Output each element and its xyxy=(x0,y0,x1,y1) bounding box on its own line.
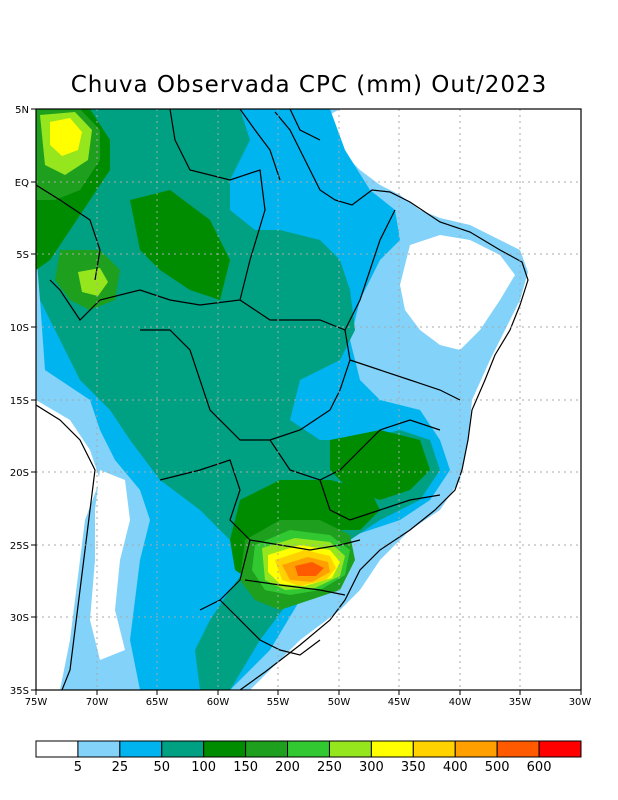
green-east xyxy=(330,430,430,500)
lon-label: 50W xyxy=(328,697,351,708)
lon-label: 30W xyxy=(569,697,592,708)
colorbar-label: 5 xyxy=(74,760,82,775)
lon-label: 55W xyxy=(267,697,290,708)
dry-chile xyxy=(90,470,130,660)
colorbar-label: 350 xyxy=(401,760,426,775)
bolivia-paraguay xyxy=(159,459,251,611)
colorbar-swatch xyxy=(203,740,247,758)
lat-label: 25S xyxy=(10,541,29,552)
peru-ecuador xyxy=(36,184,101,281)
colorbar-label: 200 xyxy=(275,760,300,775)
lat-label: 5N xyxy=(15,105,29,116)
colorbar-swatch xyxy=(538,740,582,758)
brazil-south-states xyxy=(244,539,361,596)
colorbar-label: 300 xyxy=(359,760,384,775)
colorbar-label: 100 xyxy=(191,760,216,775)
brazil-interior-1 xyxy=(140,299,351,441)
country-borders xyxy=(36,109,529,690)
lon-label: 75W xyxy=(25,697,48,708)
colorbar-swatch xyxy=(412,740,456,758)
lat-label: 15S xyxy=(10,396,29,407)
grid xyxy=(36,109,581,690)
lat-label: EQ xyxy=(15,178,29,189)
lat-label: 10S xyxy=(10,323,29,334)
lon-label: 70W xyxy=(86,697,109,708)
lat-label: 35S xyxy=(10,686,29,697)
lat-labels: 5N EQ 5S 10S 15S 20S 25S 30S 35S xyxy=(10,105,29,697)
ticks xyxy=(31,108,582,695)
lat-label: 5S xyxy=(16,250,29,261)
colorbar: 5 25 50 100 150 200 250 300 350 400 500 600 xyxy=(35,740,582,775)
lon-label: 40W xyxy=(449,697,472,708)
ygreen-amazon xyxy=(78,268,108,296)
yellow-west xyxy=(50,118,82,156)
colorbar-swatch xyxy=(119,740,163,758)
map-title: Chuva Observada CPC (mm) Out/2023 xyxy=(70,72,548,98)
lon-label: 65W xyxy=(146,697,169,708)
colorbar-swatch xyxy=(161,740,205,758)
colorbar-swatch xyxy=(370,740,414,758)
lon-label: 35W xyxy=(509,697,532,708)
lon-label: 45W xyxy=(388,697,411,708)
lon-labels: 75W 70W 65W 60W 55W 50W 45W 40W 35W 30W xyxy=(25,697,592,708)
colorbar-swatch xyxy=(496,740,540,758)
colorbar-label: 250 xyxy=(317,760,342,775)
colorbar-swatch xyxy=(245,740,289,758)
lat-label: 30S xyxy=(10,613,29,624)
colorbar-swatch xyxy=(454,740,498,758)
colorbar-swatch xyxy=(77,740,121,758)
dry-northeast xyxy=(400,235,515,350)
argentina-uruguay xyxy=(219,599,321,656)
guianas xyxy=(239,109,321,181)
colorbar-swatch xyxy=(35,740,79,758)
south-america-coast xyxy=(36,111,529,690)
colorbar-label: 600 xyxy=(527,760,552,775)
colorbar-swatch xyxy=(328,740,372,758)
colorbar-label: 400 xyxy=(443,760,468,775)
colorbar-label: 25 xyxy=(112,760,129,775)
colorbar-label: 150 xyxy=(233,760,258,775)
dorange-south xyxy=(295,562,324,576)
colorbar-label: 500 xyxy=(485,760,510,775)
colorbar-swatch xyxy=(287,740,330,758)
green-central xyxy=(130,190,230,300)
brazil-interior-2 xyxy=(344,209,461,401)
lon-label: 60W xyxy=(207,697,230,708)
colorbar-label: 50 xyxy=(153,760,170,775)
lat-label: 20S xyxy=(10,468,29,479)
